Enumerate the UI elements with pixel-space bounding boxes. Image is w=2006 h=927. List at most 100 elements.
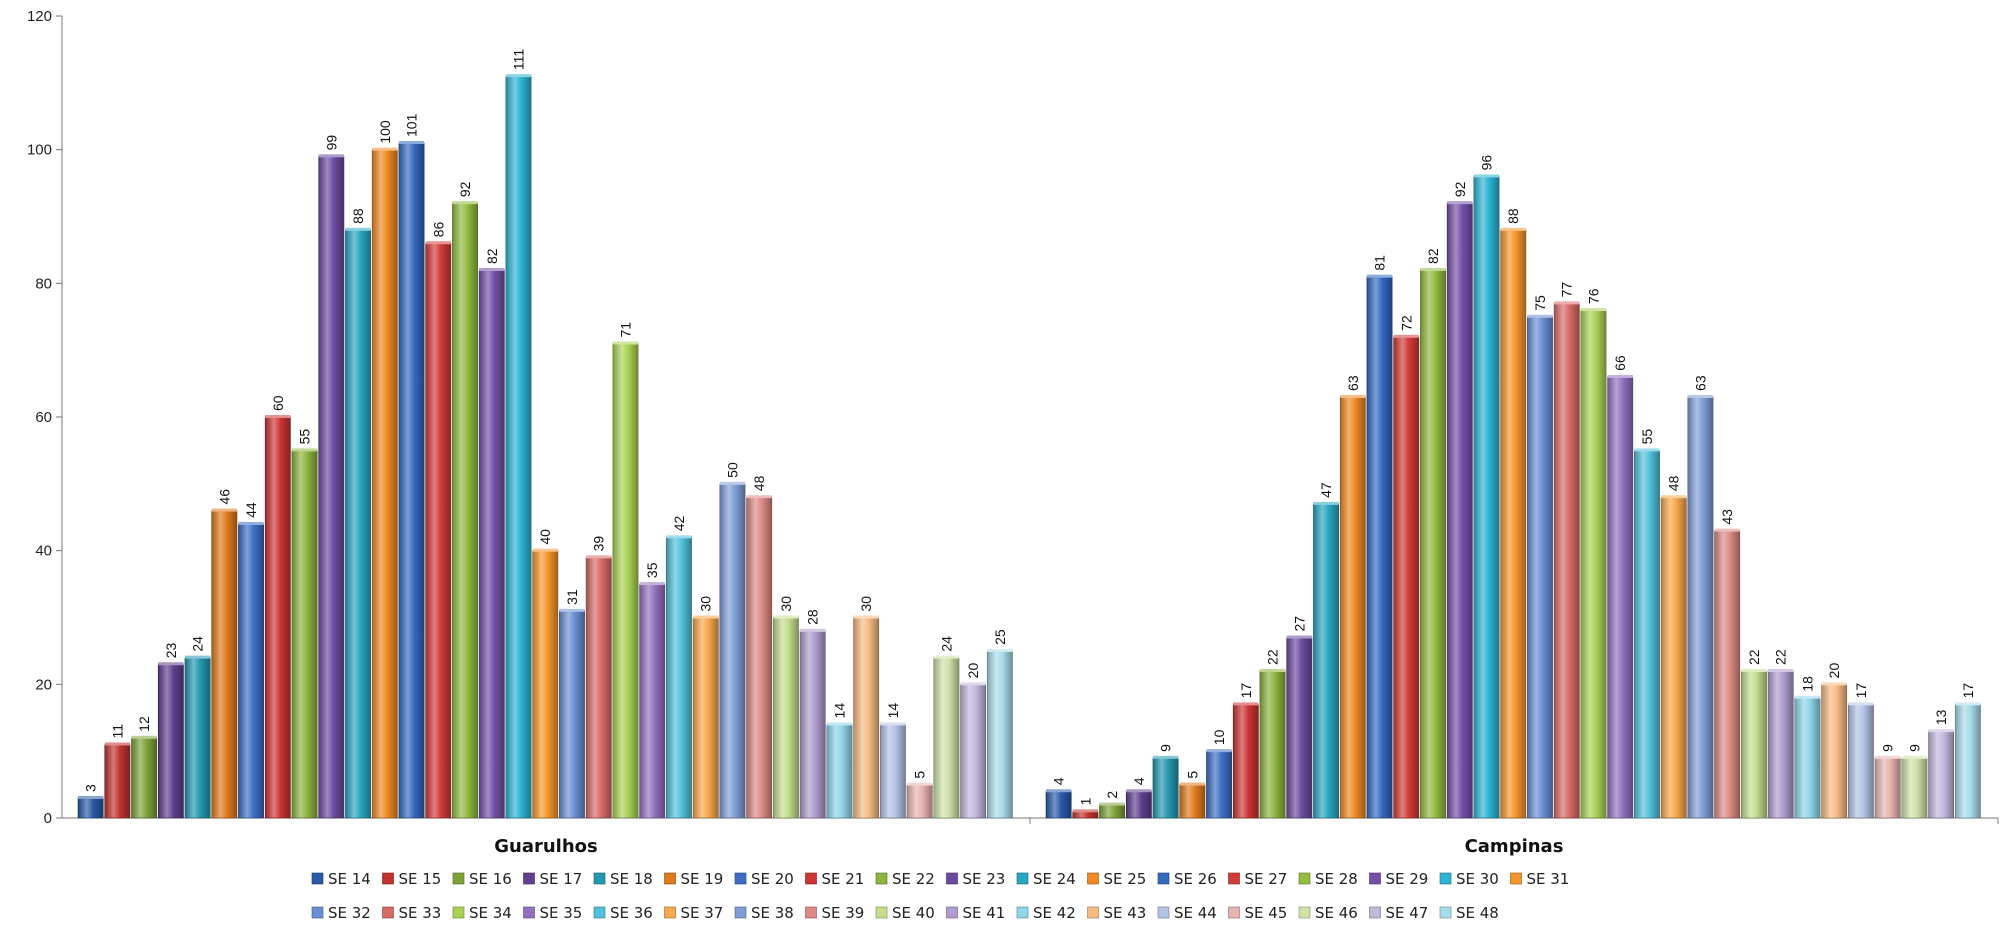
bar-cap — [1794, 695, 1821, 699]
bar — [692, 617, 719, 819]
legend-swatch — [734, 906, 747, 919]
bar — [1580, 309, 1607, 819]
bar-cap — [425, 241, 451, 245]
bar-cap — [291, 448, 318, 452]
legend-swatch — [875, 872, 888, 885]
bar-cap — [1687, 394, 1714, 398]
bar-cap — [666, 535, 692, 539]
bar-cap — [1580, 308, 1607, 312]
legend-label: SE 33 — [399, 904, 442, 922]
data-label: 44 — [243, 502, 259, 518]
data-label: 3 — [83, 784, 99, 792]
legend-swatch — [1087, 906, 1099, 919]
legend-swatch — [805, 906, 817, 919]
bar — [157, 663, 184, 819]
legend-swatch — [1157, 906, 1170, 919]
bar — [1500, 229, 1527, 819]
bar-cap — [586, 555, 612, 559]
legend-swatch — [1016, 906, 1029, 919]
legend-label: SE 43 — [1104, 904, 1147, 922]
legend-swatch — [523, 872, 535, 885]
data-label: 71 — [617, 322, 633, 338]
bar — [478, 269, 505, 819]
bar-cap — [1126, 789, 1152, 793]
data-label: 50 — [724, 462, 740, 478]
legend-swatch — [1157, 872, 1170, 885]
legend-label: SE 38 — [751, 904, 794, 922]
legend-label: SE 26 — [1174, 870, 1217, 888]
data-label: 39 — [591, 536, 607, 552]
bar-cap — [1206, 749, 1232, 753]
data-label: 10 — [1211, 729, 1227, 745]
legend-swatch — [1439, 872, 1452, 885]
bar — [1687, 396, 1714, 819]
data-label: 9 — [1158, 744, 1174, 752]
bar — [104, 744, 131, 819]
bar-cap — [639, 582, 665, 586]
data-label: 24 — [190, 636, 206, 652]
bar — [264, 416, 291, 819]
bar-cap — [398, 140, 425, 144]
data-label: 88 — [350, 208, 366, 224]
data-label: 4 — [1131, 777, 1147, 785]
data-label: 43 — [1719, 509, 1735, 525]
bar — [826, 724, 853, 819]
bar-cap — [1473, 174, 1500, 178]
bar-cap — [826, 722, 853, 726]
bar — [746, 496, 773, 819]
legend-swatch — [1016, 872, 1029, 885]
bar — [1125, 790, 1152, 819]
bar — [1954, 704, 1981, 819]
bar-cap — [1554, 301, 1580, 305]
bar-cap — [1046, 789, 1072, 793]
bar-cap — [853, 615, 879, 619]
data-label: 66 — [1612, 355, 1628, 371]
legend-label: SE 45 — [1245, 904, 1288, 922]
bar-cap — [1099, 802, 1125, 806]
data-label: 111 — [511, 49, 527, 70]
bar — [773, 617, 799, 819]
bar — [612, 343, 639, 819]
bar — [398, 142, 425, 819]
bar-cap — [933, 655, 960, 659]
bar — [879, 724, 906, 819]
data-label: 30 — [698, 596, 714, 612]
legend-label: SE 40 — [892, 904, 935, 922]
bar — [1741, 670, 1767, 819]
bar-cap — [345, 227, 371, 231]
bar — [1420, 269, 1446, 819]
bar — [131, 737, 158, 819]
data-label: 13 — [1933, 709, 1949, 725]
bar-cap — [1259, 668, 1286, 672]
bar-cap — [559, 608, 585, 612]
bar-cap — [746, 495, 772, 499]
legend-label: SE 20 — [751, 870, 794, 888]
data-label: 14 — [831, 703, 847, 719]
bar — [1206, 750, 1233, 819]
bar — [532, 550, 559, 819]
legend-swatch — [452, 872, 465, 885]
data-label: 5 — [912, 771, 928, 779]
bar-cap — [1152, 755, 1179, 759]
bar — [1607, 376, 1634, 819]
data-label: 5 — [1184, 771, 1200, 779]
bar — [1339, 396, 1366, 819]
bar-cap — [1875, 755, 1901, 759]
bar-cap — [800, 628, 826, 632]
data-label: 9 — [1880, 744, 1896, 752]
bar-cap — [1741, 668, 1767, 672]
bar — [371, 149, 398, 819]
bar — [1286, 637, 1313, 819]
bar-cap — [1366, 274, 1393, 278]
data-label: 14 — [885, 703, 901, 719]
bar — [1821, 684, 1848, 819]
legend-label: SE 41 — [963, 904, 1006, 922]
bar — [345, 229, 371, 819]
bar — [1045, 790, 1072, 819]
bar — [986, 650, 1013, 819]
legend-swatch — [1439, 906, 1452, 919]
data-label: 75 — [1532, 295, 1548, 311]
data-label: 92 — [457, 181, 473, 197]
bar — [452, 202, 478, 819]
data-label: 101 — [404, 113, 420, 137]
